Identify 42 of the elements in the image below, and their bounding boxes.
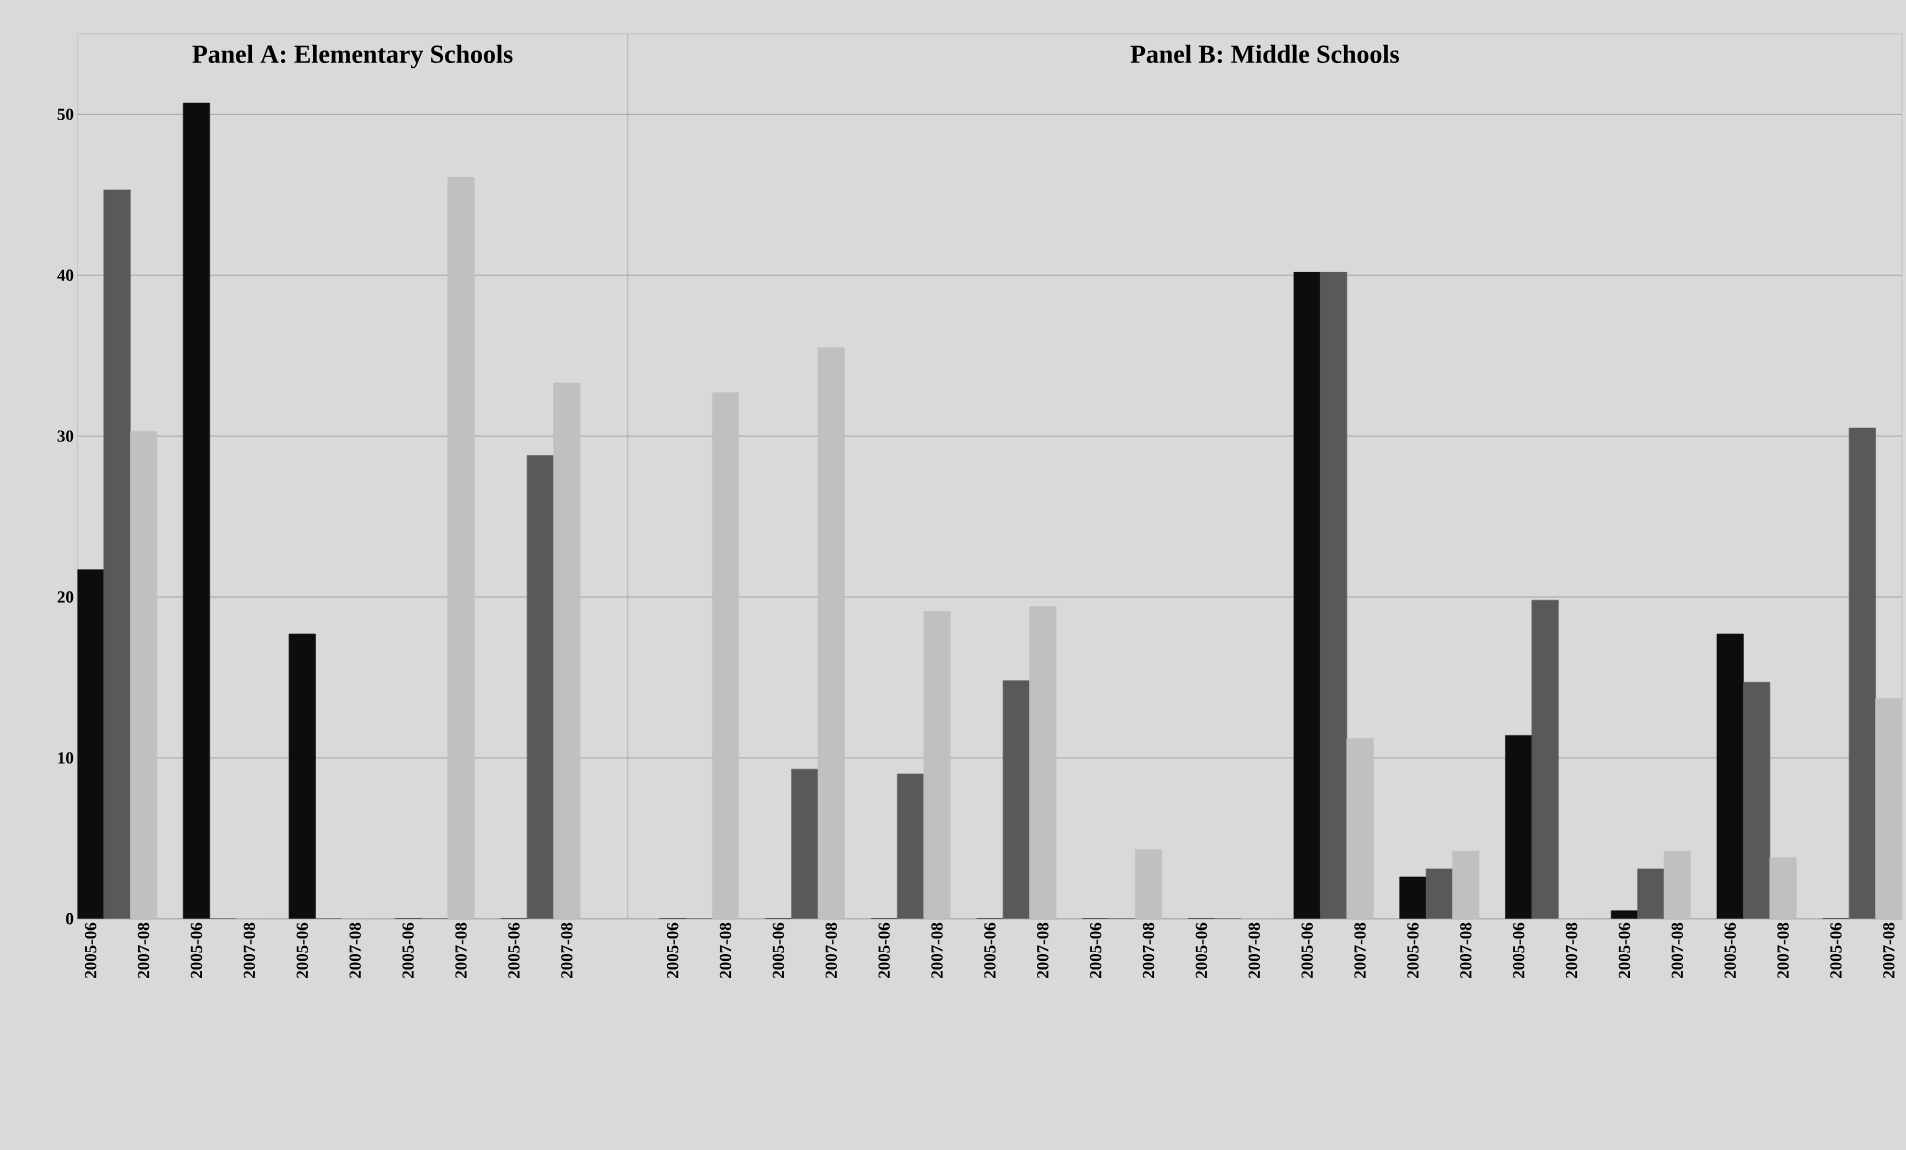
x-tick-label: 2005-06 bbox=[772, 922, 785, 978]
x-tick-label: 2007-08 bbox=[1142, 922, 1155, 978]
x-tick-label: 2005-06 bbox=[666, 922, 679, 978]
x-tick-label: 2007-08 bbox=[931, 922, 943, 978]
x-tick-label: 2005-06 bbox=[878, 922, 890, 978]
chart-title: Panel A: Elementary Schools bbox=[192, 44, 513, 69]
x-tick-label: 2005-06 bbox=[1407, 922, 1419, 978]
x-tick-label: 2007-08 bbox=[455, 922, 467, 978]
x-tick-label: 2005-06 bbox=[1089, 922, 1102, 978]
x-tick-label: 2005-06 bbox=[296, 922, 308, 978]
x-tick-label: 2005-06 bbox=[1724, 922, 1736, 978]
x-tick-label: 2007-08 bbox=[1248, 922, 1261, 978]
x-tick-label: 2007-08 bbox=[1037, 922, 1049, 978]
x-tick-label: 2007-08 bbox=[561, 922, 573, 978]
y-tick-label: 30 bbox=[57, 430, 74, 442]
y-tick-label: 40 bbox=[57, 269, 74, 281]
x-tick-label: 2005-06 bbox=[1830, 922, 1842, 978]
x-tick-label: 2005-06 bbox=[1301, 922, 1313, 978]
y-tick-label: 50 bbox=[57, 108, 74, 120]
x-tick-label: 2005-06 bbox=[402, 922, 414, 978]
x-tick-label: 2007-08 bbox=[243, 922, 256, 978]
x-tick-label: 2007-08 bbox=[1671, 922, 1684, 978]
x-tick-label: 2005-06 bbox=[1195, 922, 1208, 978]
x-tick-label: 2005-06 bbox=[984, 922, 996, 978]
x-tick-label: 2007-08 bbox=[1354, 922, 1366, 978]
x-tick-label: 2005-06 bbox=[1512, 922, 1525, 978]
x-tick-label: 2007-08 bbox=[1883, 922, 1895, 978]
y-tick-label: 0 bbox=[66, 912, 74, 925]
x-tick-label: 2005-06 bbox=[508, 922, 520, 978]
x-tick-label: 2007-08 bbox=[1565, 922, 1578, 978]
x-tick-label: 2007-08 bbox=[825, 922, 837, 978]
y-tick-label: 10 bbox=[58, 751, 74, 764]
x-tick-label: 2007-08 bbox=[349, 922, 361, 978]
x-tick-label: 2005-06 bbox=[190, 922, 203, 978]
x-tick-label: 2005-06 bbox=[84, 922, 97, 978]
x-tick-label: 2005-06 bbox=[1618, 922, 1631, 978]
x-tick-label: 2007-08 bbox=[137, 922, 150, 978]
x-tick-label: 2007-08 bbox=[719, 922, 732, 978]
x-tick-label: 2007-08 bbox=[1777, 922, 1789, 978]
y-tick-label: 20 bbox=[57, 591, 74, 603]
chart-title: Panel B: Middle Schools bbox=[1130, 44, 1399, 63]
x-tick-label: 2007-08 bbox=[1460, 922, 1472, 978]
